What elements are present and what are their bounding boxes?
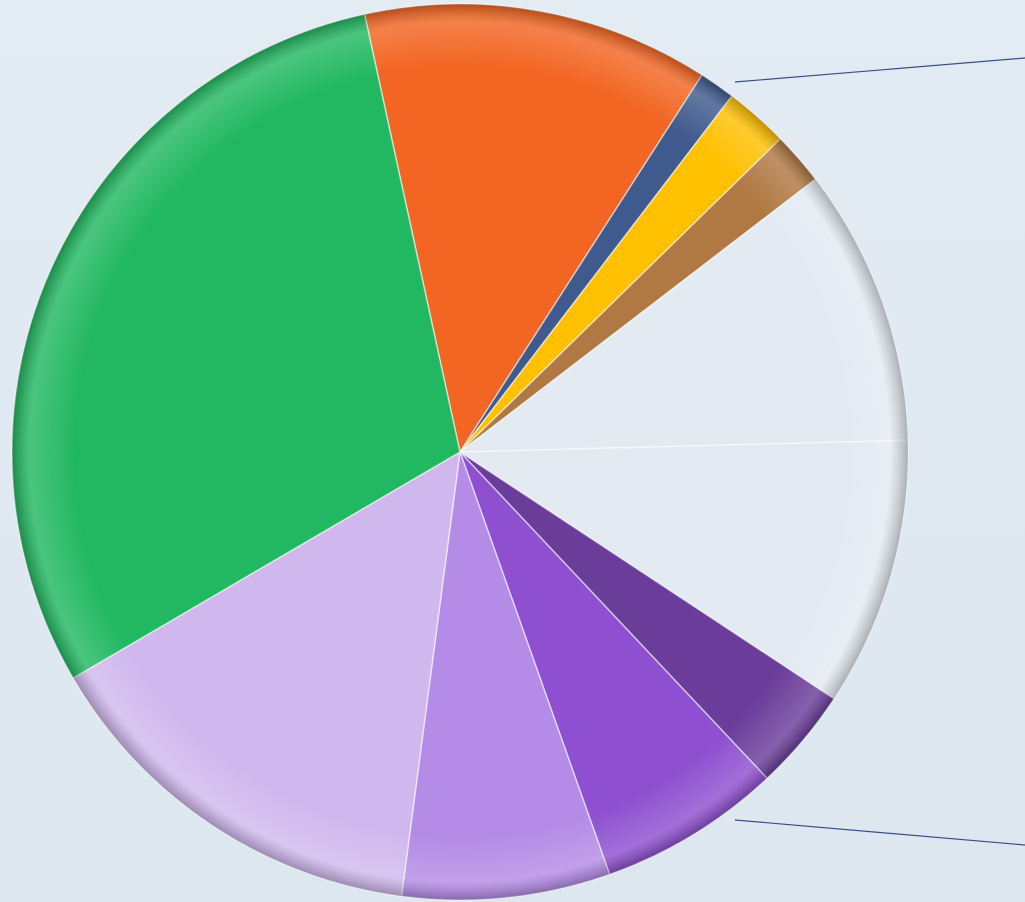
connector-line-top: [734, 57, 1025, 83]
connector-line-bottom: [734, 819, 1025, 846]
pie-slices: [11, 3, 909, 901]
